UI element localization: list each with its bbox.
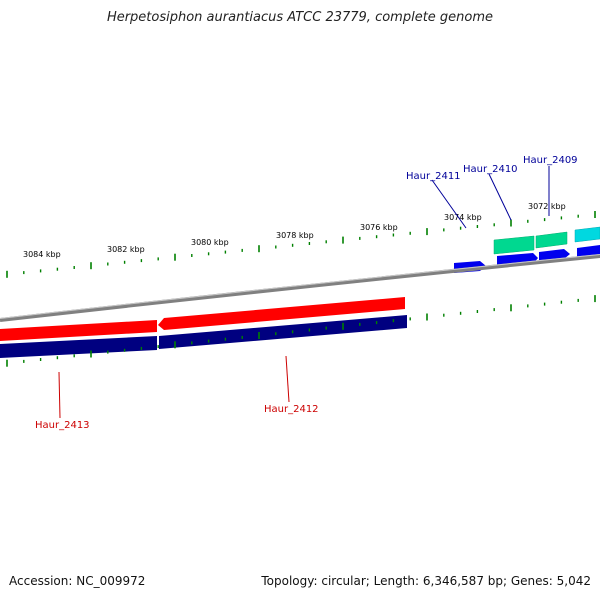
leader-line-haur-2410 xyxy=(488,173,512,221)
gene-label-haur-2412[interactable]: Haur_2412 xyxy=(264,404,319,415)
gene-arrow-cyan[interactable] xyxy=(574,226,600,243)
leader-line-haur-2411 xyxy=(431,179,467,229)
strand-bar-1 xyxy=(0,336,157,358)
strand-bar-2 xyxy=(159,315,407,349)
leader-line-haur-2413 xyxy=(58,371,61,419)
genome-backbone-highlight xyxy=(0,254,600,319)
scale-label-3078: 3078 kbp xyxy=(276,231,314,240)
gene-arrow-haur-2410-green[interactable] xyxy=(493,235,535,255)
leader-line-haur-2412 xyxy=(285,355,290,403)
scale-label-3072: 3072 kbp xyxy=(528,202,566,211)
gene-arrow-haur-2413[interactable] xyxy=(0,320,157,341)
genome-summary-text: Topology: circular; Length: 6,346,587 bp… xyxy=(261,574,591,588)
gene-label-haur-2410[interactable]: Haur_2410 xyxy=(463,164,518,175)
gene-label-haur-2409[interactable]: Haur_2409 xyxy=(523,155,578,166)
scale-label-3084: 3084 kbp xyxy=(23,250,61,259)
scale-labels: 3084 kbp 3082 kbp 3080 kbp 3078 kbp 3076… xyxy=(23,202,566,259)
gene-arrow-haur-2409-green[interactable] xyxy=(535,231,568,249)
reverse-gene-track xyxy=(0,297,407,358)
gene-labels: Haur_2411 Haur_2410 Haur_2409 Haur_2413 … xyxy=(35,155,578,431)
scale-label-3082: 3082 kbp xyxy=(107,245,145,254)
gene-label-haur-2411[interactable]: Haur_2411 xyxy=(406,171,461,182)
outer-tick-ring xyxy=(6,211,596,278)
scale-label-3076: 3076 kbp xyxy=(360,223,398,232)
forward-gene-track xyxy=(454,226,600,273)
genome-backbone xyxy=(0,254,600,322)
accession-text: Accession: NC_009972 xyxy=(9,574,146,588)
gene-label-haur-2413[interactable]: Haur_2413 xyxy=(35,420,90,431)
scale-label-3080: 3080 kbp xyxy=(191,238,229,247)
map-title: Herpetosiphon aurantiacus ATCC 23779, co… xyxy=(106,10,494,25)
gene-arrow-haur-2412[interactable] xyxy=(158,297,405,330)
scale-label-3074: 3074 kbp xyxy=(444,213,482,222)
inner-tick-ring xyxy=(6,295,596,367)
